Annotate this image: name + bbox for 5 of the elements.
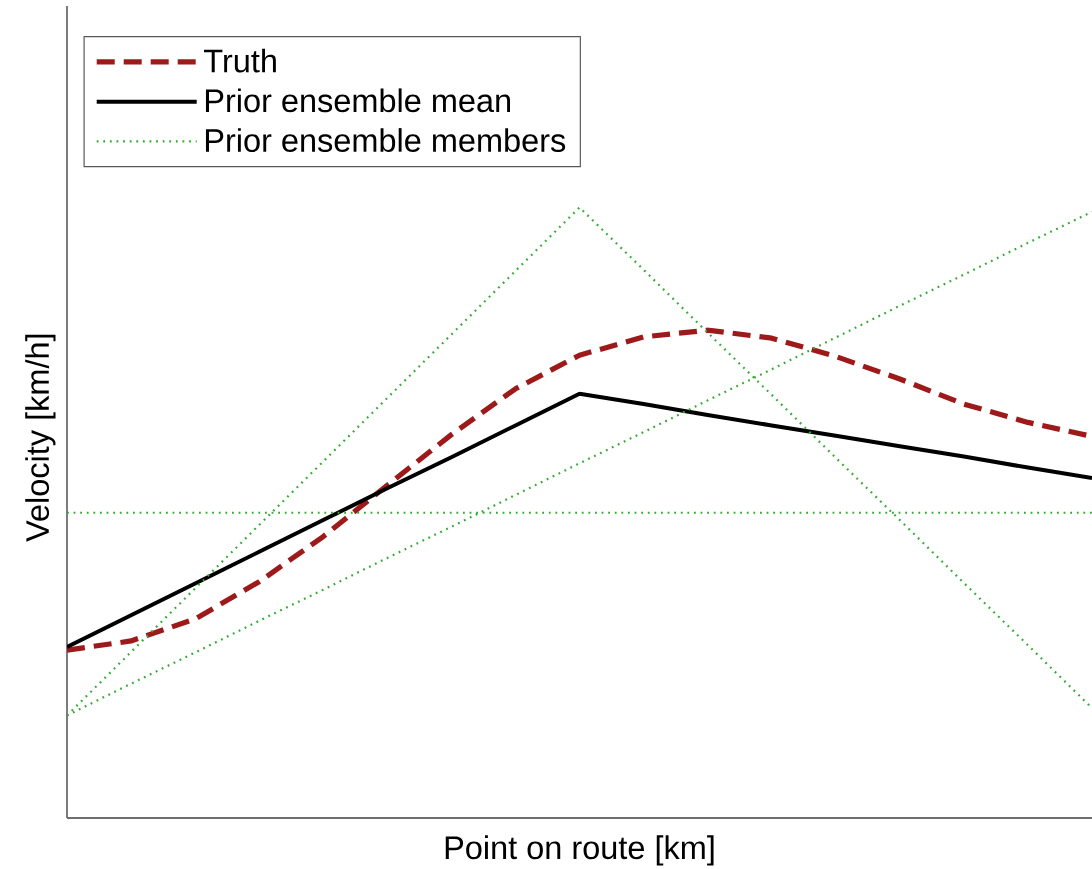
y-axis-title: Velocity [km/h] (25, 334, 56, 542)
legend-label: Prior ensemble members (205, 128, 566, 153)
legend-label: Truth (204, 48, 276, 73)
legend-label: Prior ensemble mean (205, 88, 511, 113)
x-axis-title: Point on route [km] (445, 835, 714, 866)
